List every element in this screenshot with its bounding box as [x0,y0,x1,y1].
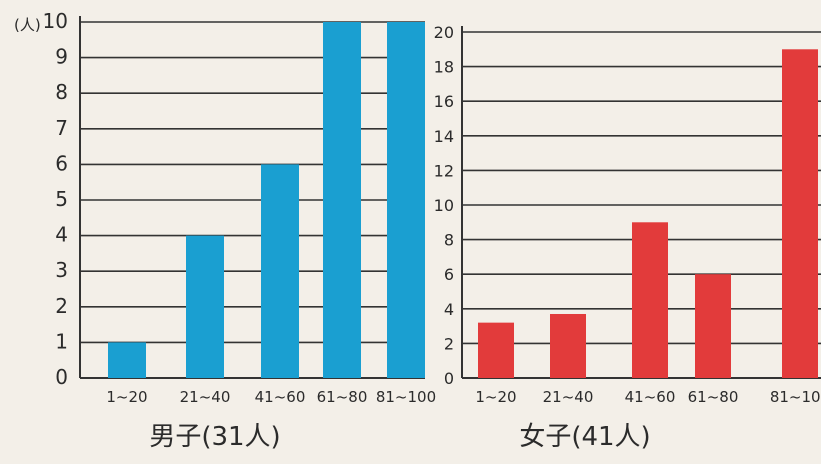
x-tick-label: 21~40 [180,388,231,406]
y-tick-label: 4 [55,223,68,247]
y-tick-label: 8 [444,231,454,250]
y-tick-label: 18 [434,58,454,77]
y-tick-label: 0 [55,365,68,389]
x-tick-label: 61~80 [317,388,368,406]
y-tick-label: 12 [434,161,454,180]
y-tick-label: 10 [434,196,454,215]
x-tick-label: 1~20 [475,388,516,406]
y-tick-label: 3 [55,258,68,282]
bar [782,49,818,379]
y-tick-label: 7 [55,116,68,140]
bar [550,313,586,378]
bar [387,22,425,378]
y-tick-label: 6 [55,151,68,175]
y-tick-label: 20 [434,23,454,42]
y-tick-label: 5 [55,187,68,211]
x-tick-label: 81~100 [770,388,821,406]
bar [261,164,299,378]
x-tick-label: 41~60 [625,388,676,406]
x-tick-label: 61~80 [688,388,739,406]
y-tick-label: 2 [444,334,454,353]
boys-chart: 0 1 2 3 4 5 6 7 8 9 10 1~20 21~40 41~60 61~80 81~100 (人)… [14,9,436,452]
y-tick-label: 8 [55,80,68,104]
x-tick-label: 21~40 [543,388,594,406]
chart-title: 女子(41人) [519,422,650,452]
bar [186,235,224,378]
bar [108,342,146,378]
chart-title: 男子(31人) [149,422,280,452]
y-tick-label: 9 [55,45,68,69]
y-tick-label: 6 [444,265,454,284]
x-tick-label: 81~100 [376,388,436,406]
bar [323,22,361,378]
y-axis-label: (人) [14,16,41,34]
y-tick-label: 16 [434,92,454,111]
x-tick-label: 41~60 [255,388,306,406]
y-tick-label: 4 [444,300,454,319]
y-tick-label: 14 [434,127,454,146]
y-tick-label: 1 [55,329,68,353]
girls-chart: 0 2 4 6 8 10 12 14 16 18 20 1~20 21~40 41~60 61~80 81~1… [434,23,821,452]
bar [632,222,668,378]
y-tick-label: 0 [444,369,454,388]
bar [478,322,514,378]
bar [695,274,731,378]
x-tick-label: 1~20 [106,388,147,406]
y-tick-label: 2 [55,294,68,318]
y-tick-label: 10 [43,9,68,33]
